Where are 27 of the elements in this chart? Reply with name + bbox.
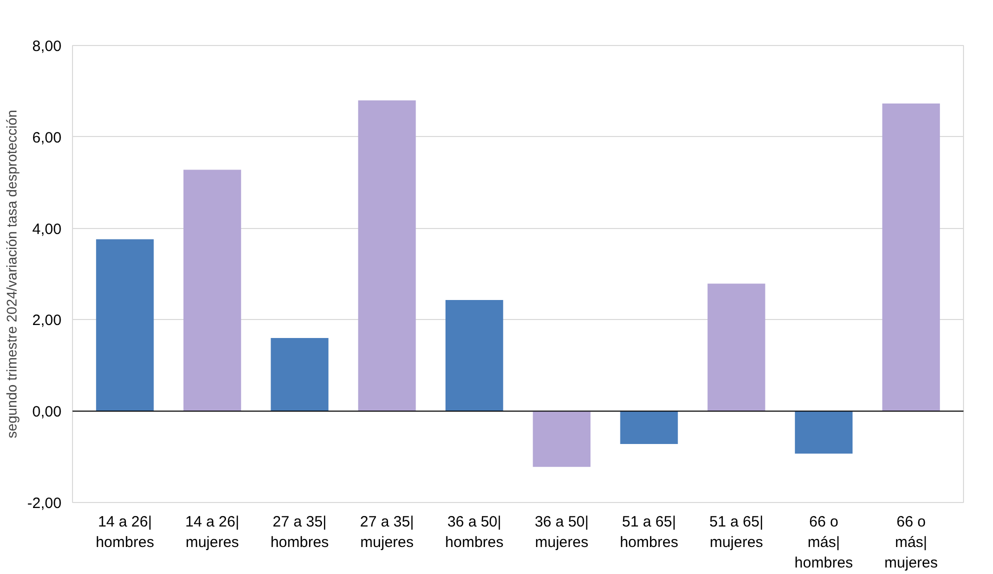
bar: [882, 104, 940, 412]
y-tick-label: 6,00: [32, 129, 62, 146]
bar: [708, 284, 766, 412]
x-tick-label: 27 a 35| hombres: [270, 514, 329, 551]
x-tick-label: 51 a 65| hombres: [620, 514, 678, 551]
bar: [532, 411, 591, 467]
bar: [794, 411, 853, 454]
y-tick-label: -2,00: [27, 495, 62, 512]
x-tick-label: 66 o más| hombres: [794, 514, 853, 572]
y-axis-title: segundo trimestre 2024/variación tasa desprotección: [3, 110, 20, 438]
y-tick-label: 4,00: [32, 220, 62, 238]
x-tick-label: 51 a 65| mujeres: [709, 514, 764, 551]
bar: [270, 338, 328, 412]
x-tick-label: 27 a 35| mujeres: [360, 514, 414, 551]
bar: [96, 239, 154, 412]
x-tick-label: 66 o más| mujeres: [884, 514, 938, 572]
y-tick-label: 0,00: [32, 404, 62, 421]
x-tick-label: 36 a 50| mujeres: [534, 514, 589, 551]
bar: [445, 300, 504, 412]
bar: [358, 100, 416, 412]
y-tick-label: 8,00: [32, 38, 62, 55]
x-tick-label: 14 a 26| mujeres: [185, 514, 240, 551]
bar: [620, 411, 678, 444]
bar: [183, 170, 242, 412]
y-tick-label: 2,00: [32, 312, 62, 330]
x-tick-label: 14 a 26| hombres: [96, 514, 154, 551]
x-tick-label: 36 a 50| hombres: [445, 514, 504, 551]
